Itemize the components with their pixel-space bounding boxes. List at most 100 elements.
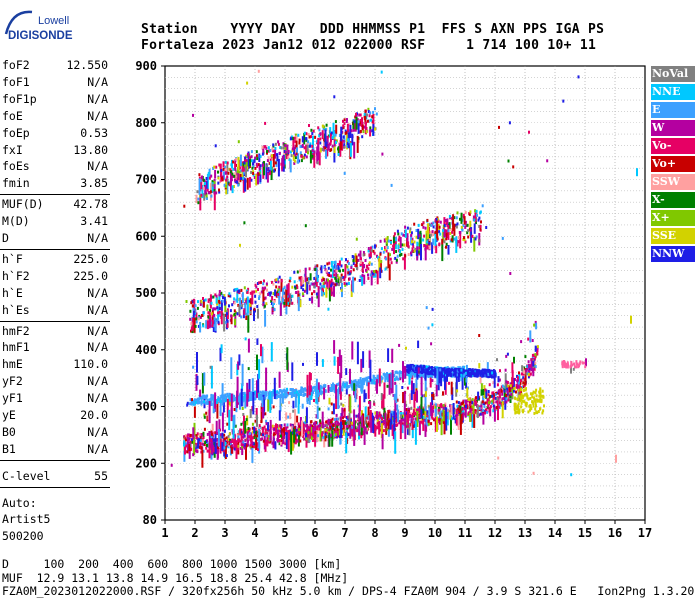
echo-point — [209, 308, 211, 312]
echo-point — [244, 444, 246, 448]
echo-point — [235, 157, 238, 161]
echo-point — [359, 379, 362, 383]
echo-point — [188, 437, 191, 441]
echo-point — [253, 176, 256, 180]
echo-point — [466, 406, 469, 410]
echo-point — [477, 391, 480, 400]
echo-point — [483, 368, 486, 372]
echo-point — [293, 426, 296, 430]
echo-point — [218, 188, 220, 192]
echo-point — [257, 172, 260, 176]
echo-point — [523, 377, 526, 381]
echo-point — [368, 114, 371, 118]
echo-point — [410, 251, 412, 255]
echo-point — [416, 242, 419, 246]
echo-point — [252, 170, 254, 174]
echo-point — [306, 393, 309, 403]
echo-point — [496, 397, 499, 401]
echo-point — [251, 422, 254, 426]
echo-point — [195, 436, 198, 440]
echo-point — [342, 403, 345, 407]
echo-point — [313, 150, 316, 154]
echo-point — [347, 385, 350, 388]
echo-point — [234, 167, 237, 171]
echo-point — [343, 420, 346, 432]
param-row: h`Es N/A — [2, 303, 108, 319]
echo-point — [410, 234, 413, 246]
echo-point — [234, 178, 236, 182]
echo-point — [311, 432, 313, 436]
echo-point — [342, 276, 345, 280]
echo-point — [331, 417, 334, 421]
echo-point — [319, 141, 322, 145]
echo-point — [444, 219, 447, 222]
echo-point — [464, 240, 467, 244]
echo-point — [272, 154, 275, 168]
echo-point — [210, 189, 213, 193]
echo-point — [364, 259, 367, 262]
echo-point — [344, 264, 347, 278]
echo-point — [406, 424, 409, 428]
echo-point — [293, 389, 296, 392]
echo-point — [486, 362, 489, 376]
echo-point — [220, 169, 223, 172]
echo-point — [299, 300, 302, 308]
echo-point — [418, 365, 421, 369]
echo-point — [287, 415, 290, 419]
echo-point — [444, 372, 446, 390]
echo-point — [342, 428, 345, 436]
echo-point — [440, 419, 443, 436]
echo-point — [397, 232, 400, 236]
echo-point — [206, 415, 209, 422]
echo-point — [288, 392, 291, 396]
echo-point — [202, 301, 205, 308]
echo-point — [360, 386, 363, 394]
echo-point — [386, 246, 389, 250]
echo-point — [235, 444, 238, 447]
echo-point — [278, 395, 280, 398]
echo-point — [468, 368, 471, 377]
echo-point — [345, 386, 348, 390]
echo-point — [424, 365, 427, 381]
echo-point — [241, 163, 244, 167]
echo-point — [335, 435, 338, 439]
echo-point — [427, 367, 430, 371]
echo-point — [461, 407, 464, 411]
echo-point — [262, 405, 264, 419]
echo-point — [276, 429, 279, 443]
echo-point — [333, 269, 336, 273]
echo-point — [346, 421, 349, 439]
echo-point — [445, 242, 448, 246]
echo-point — [394, 241, 397, 245]
echo-point — [336, 274, 339, 277]
echo-point — [436, 217, 439, 221]
echo-point — [417, 223, 420, 227]
echo-point — [184, 450, 187, 453]
echo-point — [230, 314, 233, 325]
echo-point — [385, 237, 388, 241]
echo-point — [410, 374, 413, 378]
echo-point — [427, 414, 430, 418]
param-label: fmin — [2, 176, 30, 191]
echo-point — [347, 415, 350, 419]
echo-point — [381, 376, 383, 380]
echo-point — [250, 443, 252, 447]
echo-point — [478, 216, 481, 220]
echo-point — [473, 414, 476, 428]
echo-point — [326, 135, 329, 149]
param-value: N/A — [87, 231, 108, 245]
echo-point — [329, 141, 332, 145]
echo-point — [316, 405, 319, 419]
echo-point — [218, 399, 221, 403]
echo-point — [271, 424, 274, 428]
echo-point — [441, 238, 444, 245]
echo-point — [503, 389, 506, 393]
echo-point — [334, 283, 337, 287]
echo-point — [326, 135, 329, 139]
echo-point — [245, 428, 248, 432]
echo-point — [445, 369, 448, 373]
echo-point — [199, 439, 202, 443]
echo-point — [305, 432, 307, 440]
echo-point — [237, 395, 240, 399]
echo-point — [526, 364, 529, 368]
